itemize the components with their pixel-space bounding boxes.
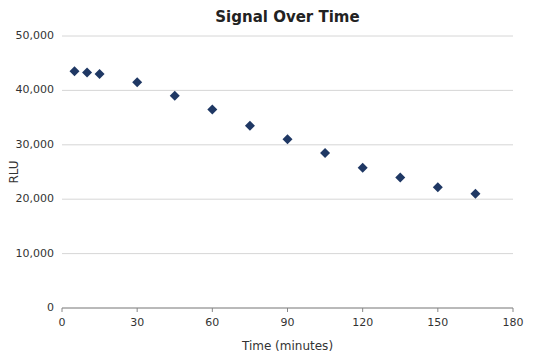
x-tick-label: 30 xyxy=(130,316,144,329)
y-tick-label: 40,000 xyxy=(16,83,55,96)
point xyxy=(395,172,405,182)
x-axis: 0 30 60 90 120 150 180 xyxy=(59,308,524,329)
grid-line xyxy=(62,144,513,145)
x-tick xyxy=(137,308,138,312)
x-tick xyxy=(437,308,438,312)
grid-line xyxy=(62,253,513,254)
grid-line xyxy=(62,36,513,37)
grid-line xyxy=(62,90,513,91)
x-tick xyxy=(513,308,514,312)
x-tick-label: 60 xyxy=(205,316,219,329)
background xyxy=(0,0,533,360)
point xyxy=(283,134,293,144)
x-tick-label: 180 xyxy=(503,316,524,329)
y-axis-label: RLU xyxy=(7,160,21,183)
y-tick-labels: 0 10,000 20,000 30,000 40,000 50,000 xyxy=(16,29,55,314)
point xyxy=(470,189,480,199)
x-tick xyxy=(362,308,363,312)
point xyxy=(207,104,217,114)
x-tick-label: 150 xyxy=(427,316,448,329)
point xyxy=(245,121,255,131)
y-tick-label: 50,000 xyxy=(16,29,55,42)
y-tick-label: 30,000 xyxy=(16,138,55,151)
x-tick-label: 90 xyxy=(281,316,295,329)
x-tick-label: 120 xyxy=(352,316,373,329)
y-tick-label: 20,000 xyxy=(16,192,55,205)
points xyxy=(70,66,481,198)
x-tick xyxy=(287,308,288,312)
chart-svg: 0 10,000 20,000 30,000 40,000 50,000 0 30 60 90 12… xyxy=(0,0,533,360)
point xyxy=(170,91,180,101)
y-tick-label: 0 xyxy=(47,301,54,314)
point xyxy=(70,66,80,76)
x-tick-label: 0 xyxy=(59,316,66,329)
point xyxy=(82,67,92,77)
x-tick xyxy=(212,308,213,312)
point xyxy=(95,69,105,79)
y-grid xyxy=(62,36,513,308)
point xyxy=(132,77,142,87)
x-tick xyxy=(62,308,63,312)
chart-title: Signal Over Time xyxy=(215,8,359,26)
x-axis-label: Time (minutes) xyxy=(241,339,333,353)
grid-line xyxy=(62,199,513,200)
chart-container: 0 10,000 20,000 30,000 40,000 50,000 0 30 60 90 12… xyxy=(0,0,533,360)
point xyxy=(320,148,330,158)
y-tick-label: 10,000 xyxy=(16,247,55,260)
point xyxy=(433,182,443,192)
point xyxy=(358,163,368,173)
